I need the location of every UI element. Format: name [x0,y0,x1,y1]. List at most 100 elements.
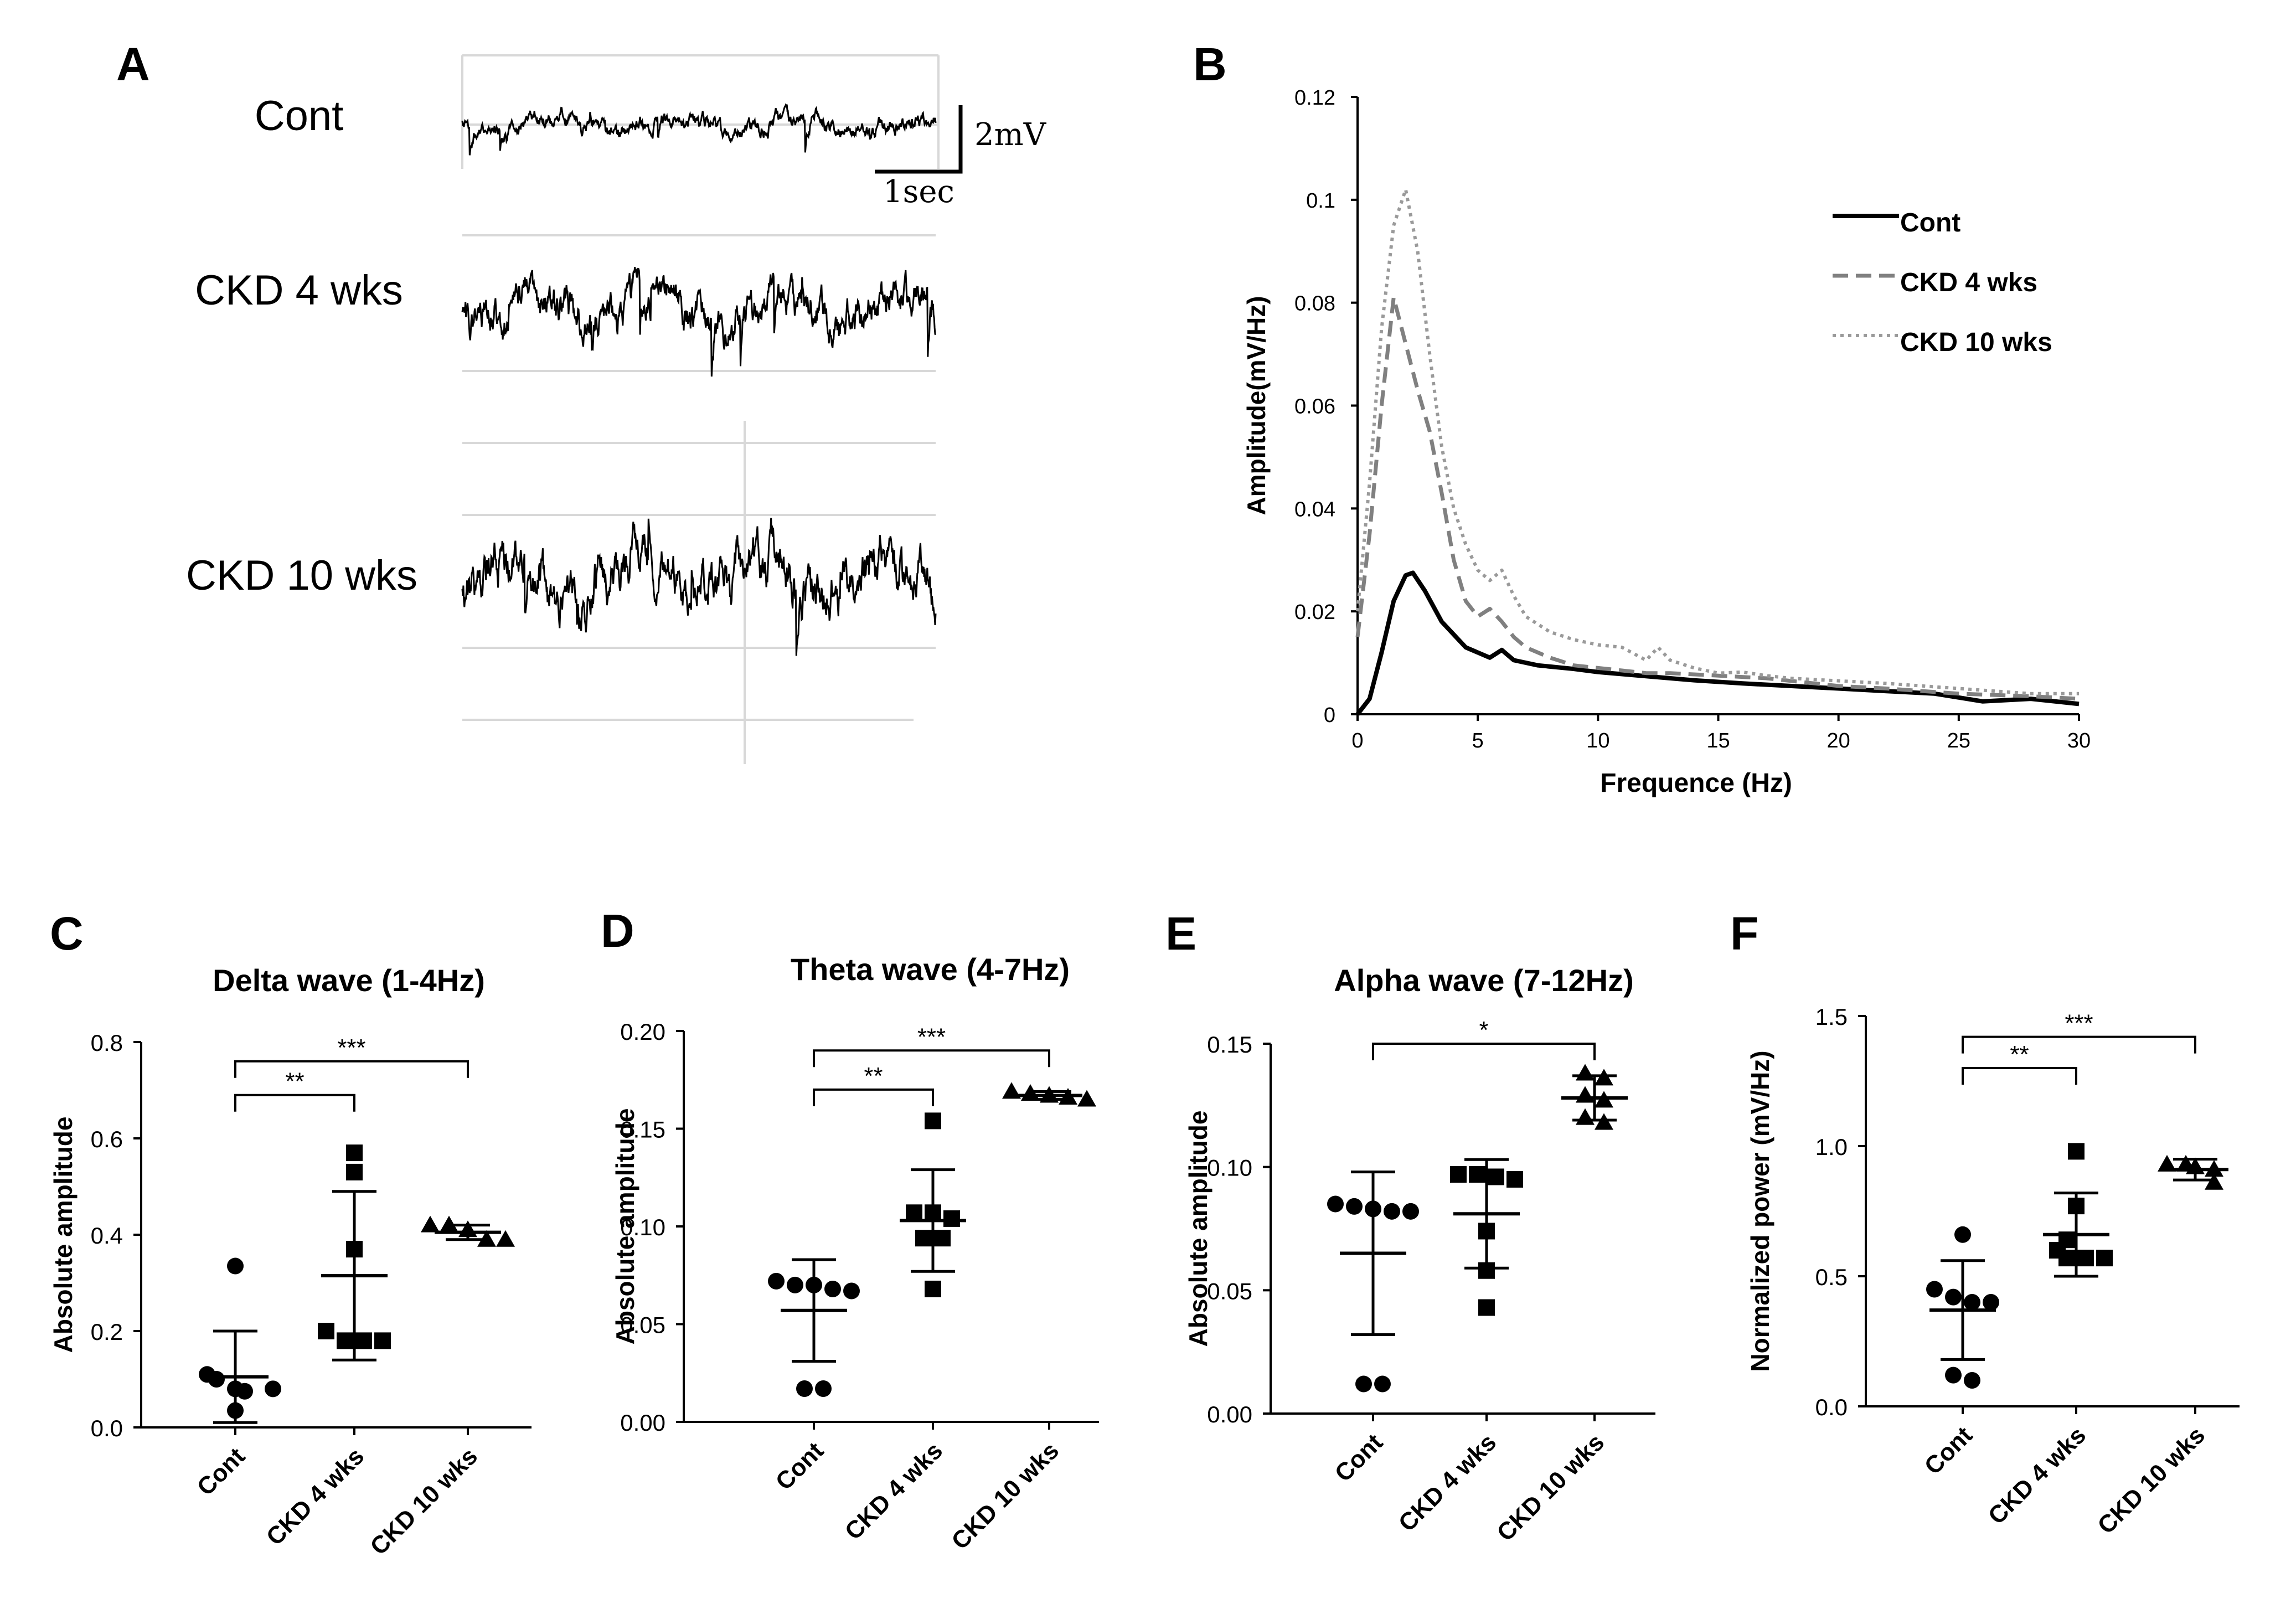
x-tick-label: 30 [2067,729,2091,752]
data-point-circle [843,1282,860,1300]
x-tick-label: Cont [1920,1421,1978,1480]
y-tick-label: 1.5 [1815,1004,1848,1030]
data-point-circle [824,1280,841,1297]
x-tick-label: CKD 4 wks [261,1442,369,1550]
data-point-circle [1365,1200,1381,1218]
x-tick-label: CKD 10 wks [946,1437,1064,1555]
data-point-triangle [1576,1064,1595,1081]
data-point-circle [787,1276,803,1293]
chart-title: Theta wave (4-7Hz) [791,952,1070,987]
data-point-square [346,1163,363,1180]
data-point-triangle [2158,1154,2176,1172]
data-point-triangle [1576,1108,1595,1125]
series-line-dashed [1355,295,2080,701]
panel-b-spectrum: 0 0.02 0.04 0.06 0.08 0.1 0.12 0 5 10 15 20 25 30 Freq… [1242,86,2091,798]
y-tick-label: 0.6 [91,1126,123,1152]
y-tick-label: 0.15 [1207,1032,1252,1058]
data-point-triangle [1576,1086,1595,1103]
legend-entry: CKD 10 wks [1900,328,2052,357]
data-point-triangle [1021,1084,1040,1101]
y-tick-label: 0.2 [91,1319,123,1345]
data-point-circle [815,1380,832,1397]
axes: 0.0 0.5 1.0 1.5 Cont CKD 4 wks CKD 10 wks [1815,1004,2240,1539]
data-point-circle [1964,1372,1980,1389]
significance-label: * [1479,1017,1488,1044]
y-tick-label: 0.0 [91,1415,123,1441]
data-point-circle [1346,1198,1363,1215]
data-point-triangle [477,1230,496,1247]
data-point-triangle [496,1230,515,1247]
y-axis-label: Normalized power (mV/Hz) [1746,1050,1774,1371]
data-point-square [2068,1198,2085,1215]
data-point-square [925,1112,941,1130]
y-tick-label: 0.08 [1294,292,1335,316]
y-tick-label: 0.05 [1207,1278,1252,1304]
data-point-circle [1964,1294,1980,1311]
eeg-trace-ckd-10wks [461,518,937,656]
y-tick-label: 0.04 [1294,498,1335,521]
x-tick-label: Cont [192,1442,251,1501]
data-point-triangle [1077,1090,1096,1107]
data-point-triangle [458,1220,477,1237]
y-axis-label: Absolute amplitude [49,1117,78,1353]
data-point-circle [208,1371,225,1388]
eeg-trace-ckd-4wks [461,267,937,377]
significance-bracket [813,1049,1050,1068]
data-point-circle [1374,1375,1391,1393]
data-point-triangle [2205,1160,2223,1177]
data-point-square [1478,1262,1495,1279]
y-tick-label: 1.0 [1815,1134,1848,1160]
significance-label: ** [2010,1041,2029,1068]
significance-bracket [1962,1035,2196,1054]
data-point-square [2058,1250,2075,1267]
x-tick-label: CKD 4 wks [1394,1429,1502,1536]
y-tick-label: 0.10 [1207,1155,1252,1181]
data-point-circle [1945,1367,1962,1384]
data-point-square [1478,1299,1495,1316]
data-point-circle [265,1380,281,1398]
panel-letter-b: B [1193,38,1227,90]
data-point-triangle [1059,1088,1077,1105]
y-tick-label: 0 [1324,704,1335,727]
data-point-circle [227,1257,244,1275]
chart-title: Delta wave (1-4Hz) [213,963,485,998]
data-point-square [943,1210,960,1227]
y-tick-label: 0.1 [1306,189,1335,213]
trace-label-ckd4: CKD 4 wks [195,267,403,314]
y-tick-label: 0.00 [620,1410,665,1436]
data-point-circle [1384,1203,1400,1220]
data-point-square [318,1323,334,1339]
panel-a-eeg-traces: Cont CKD 4 wks CKD 10 wks 2mV 1sec [186,54,1047,764]
series-line-solid [1355,570,2080,716]
y-axis-label: Absolute amplitude [1184,1111,1213,1347]
legend-entry: CKD 4 wks [1900,268,2037,297]
data-point-square [2068,1143,2085,1160]
y-tick-label: 0.8 [91,1030,123,1056]
panel-letter-d: D [601,905,634,957]
data-point-square [2096,1250,2113,1267]
eeg-trace-cont [461,102,937,156]
data-point-square [1488,1168,1504,1185]
panel-letter-a: A [116,38,150,90]
scale-bar [875,105,963,174]
y-tick-label: 0.02 [1294,601,1335,624]
trace-label-ckd10: CKD 10 wks [186,552,417,599]
data-point-square [934,1230,951,1247]
significance-bracket [1372,1043,1596,1060]
axes: 0 0.02 0.04 0.06 0.08 0.1 0.12 0 5 10 15 20 25 30 [1294,86,2091,752]
significance-label: ** [285,1068,304,1095]
x-tick-label: 0 [1351,729,1363,752]
panel-letter-f: F [1730,907,1758,960]
panel-letter-c: C [50,907,84,960]
data-point-circle [1945,1288,1962,1306]
data-point-triangle [2186,1157,2205,1174]
data-point-square [1450,1166,1467,1183]
data-point-square [346,1241,363,1258]
x-tick-label: 10 [1586,729,1609,752]
data-point-square [925,1204,941,1221]
data-point-square [355,1332,372,1349]
data-point-circle [806,1276,822,1293]
